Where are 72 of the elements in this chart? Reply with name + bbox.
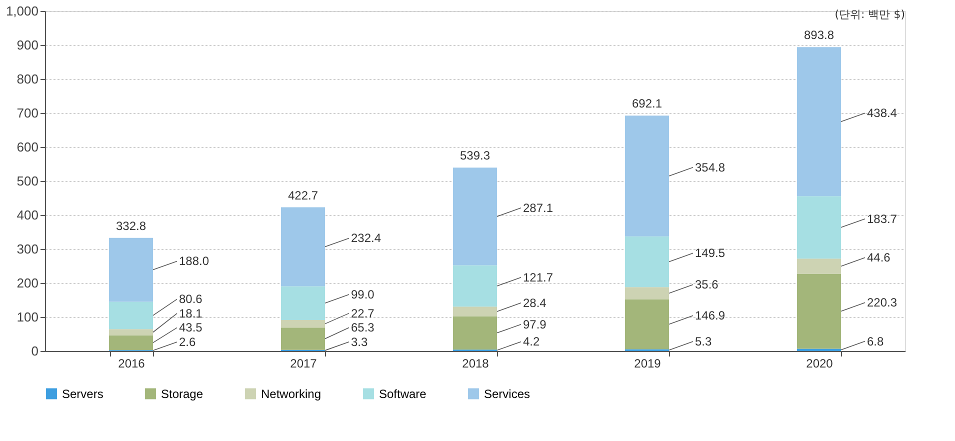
data-label: 2.6 xyxy=(179,334,196,349)
data-label: 4.2 xyxy=(523,334,540,349)
bar xyxy=(281,320,325,328)
annotation: (단위: 백만 $) xyxy=(834,8,905,21)
legend-label: Storage xyxy=(161,386,204,401)
data-label: 438.4 xyxy=(867,106,898,120)
bar xyxy=(797,196,841,259)
bar xyxy=(625,299,669,350)
legend-label: Servers xyxy=(62,386,104,401)
y-tick-label: 0 xyxy=(31,344,38,358)
x-tick-label: 2017 xyxy=(290,356,318,370)
data-label: 232.4 xyxy=(351,231,382,246)
bar xyxy=(625,287,669,300)
legend-label: Services xyxy=(484,386,530,401)
data-label: 18.1 xyxy=(179,306,203,320)
data-label: 35.6 xyxy=(695,278,719,292)
bar xyxy=(625,116,669,236)
data-label: 99.0 xyxy=(351,288,375,302)
bar xyxy=(281,207,325,286)
bar xyxy=(109,238,153,302)
bar xyxy=(453,316,497,350)
total-label: 539.3 xyxy=(460,148,490,163)
total-label: 332.8 xyxy=(116,218,146,233)
bar xyxy=(797,47,841,196)
total-label: 893.8 xyxy=(804,28,834,42)
data-label: 80.6 xyxy=(179,292,203,306)
y-tick-label: 200 xyxy=(16,276,38,290)
bar xyxy=(625,236,669,288)
legend-label: Software xyxy=(379,386,427,401)
y-tick-label: 300 xyxy=(16,242,38,256)
y-tick-label: 800 xyxy=(16,72,38,86)
bar xyxy=(453,168,497,266)
data-label: 6.8 xyxy=(867,334,884,348)
data-label: 44.6 xyxy=(867,250,891,265)
data-label: 3.3 xyxy=(351,334,368,349)
data-label: 149.5 xyxy=(695,246,726,260)
data-label: 43.5 xyxy=(179,320,203,335)
bar xyxy=(281,328,325,350)
bar xyxy=(109,329,153,336)
bar xyxy=(797,274,841,349)
total-label: 692.1 xyxy=(632,96,662,111)
data-label: 97.9 xyxy=(523,317,547,332)
x-tick-label: 2019 xyxy=(634,356,662,370)
data-label: 28.4 xyxy=(523,296,547,310)
x-tick-label: 2016 xyxy=(118,356,146,370)
y-tick-label: 700 xyxy=(16,106,38,120)
data-label: 65.3 xyxy=(351,320,375,335)
y-tick-label: 900 xyxy=(16,38,38,52)
data-label: 188.0 xyxy=(179,254,210,268)
bar xyxy=(453,306,497,316)
data-label: 146.9 xyxy=(695,308,726,323)
bar xyxy=(281,286,325,320)
legend-label: Networking xyxy=(261,386,322,401)
y-tick-label: 1,000 xyxy=(6,4,38,18)
data-label: 354.8 xyxy=(695,160,726,174)
bar xyxy=(453,265,497,307)
y-tick-label: 500 xyxy=(16,174,38,188)
y-tick-label: 400 xyxy=(16,208,38,222)
bar xyxy=(797,258,841,274)
total-label: 422.7 xyxy=(288,188,318,202)
data-label: 22.7 xyxy=(351,306,375,320)
data-label: 220.3 xyxy=(867,296,898,310)
data-label: 121.7 xyxy=(523,270,554,284)
data-label: 287.1 xyxy=(523,200,554,215)
bar xyxy=(109,335,153,350)
x-tick-label: 2020 xyxy=(806,356,834,370)
x-tick-label: 2018 xyxy=(462,356,490,370)
y-tick-label: 100 xyxy=(16,310,38,324)
y-tick-label: 600 xyxy=(16,140,38,154)
bar xyxy=(109,302,153,330)
data-label: 183.7 xyxy=(867,212,898,226)
data-label: 5.3 xyxy=(695,334,712,349)
